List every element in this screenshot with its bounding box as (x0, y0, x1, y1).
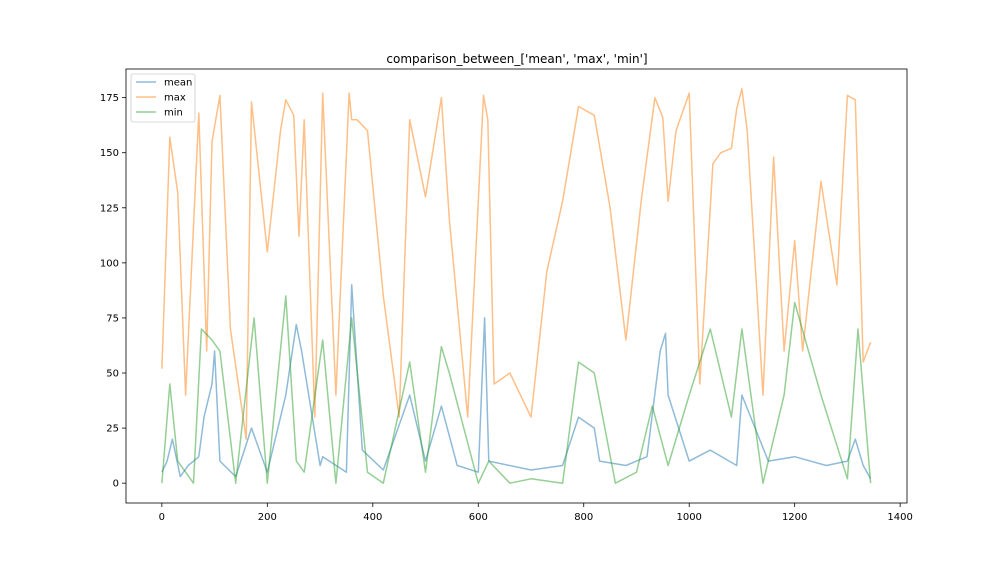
y-tick-label: 25 (106, 424, 119, 435)
y-axis: 0 25 50 75 100 125 150 175 (100, 93, 126, 490)
x-tick-label: 200 (258, 512, 277, 523)
y-tick-label: 125 (100, 203, 119, 214)
x-tick-label: 400 (363, 512, 382, 523)
legend-label-max: max (164, 93, 186, 104)
legend-label-min: min (164, 108, 183, 119)
series-line-max (161, 88, 872, 440)
x-tick-label: 600 (469, 512, 488, 523)
x-axis: 0 200 400 600 800 1000 1200 1400 (159, 503, 913, 523)
plot-area (125, 68, 908, 504)
y-tick-label: 100 (100, 258, 119, 269)
series-layer (161, 88, 872, 484)
series-line-min (161, 295, 872, 484)
x-tick-label: 1000 (676, 512, 701, 523)
x-tick-label: 1200 (782, 512, 807, 523)
axes-frame (125, 68, 908, 504)
chart-title: comparison_between_['mean', 'max', 'min'… (386, 52, 647, 66)
legend-box (130, 73, 196, 123)
x-tick-label: 1400 (887, 512, 912, 523)
y-tick-label: 75 (106, 313, 119, 324)
legend-label-mean: mean (164, 78, 192, 89)
y-tick-label: 0 (113, 479, 119, 490)
y-tick-label: 175 (100, 93, 119, 104)
x-tick-label: 0 (159, 512, 165, 523)
series-line-mean (161, 284, 872, 480)
y-tick-label: 50 (106, 369, 119, 380)
legend: mean max min (130, 73, 196, 123)
x-tick-label: 800 (574, 512, 593, 523)
y-tick-label: 150 (100, 148, 119, 159)
